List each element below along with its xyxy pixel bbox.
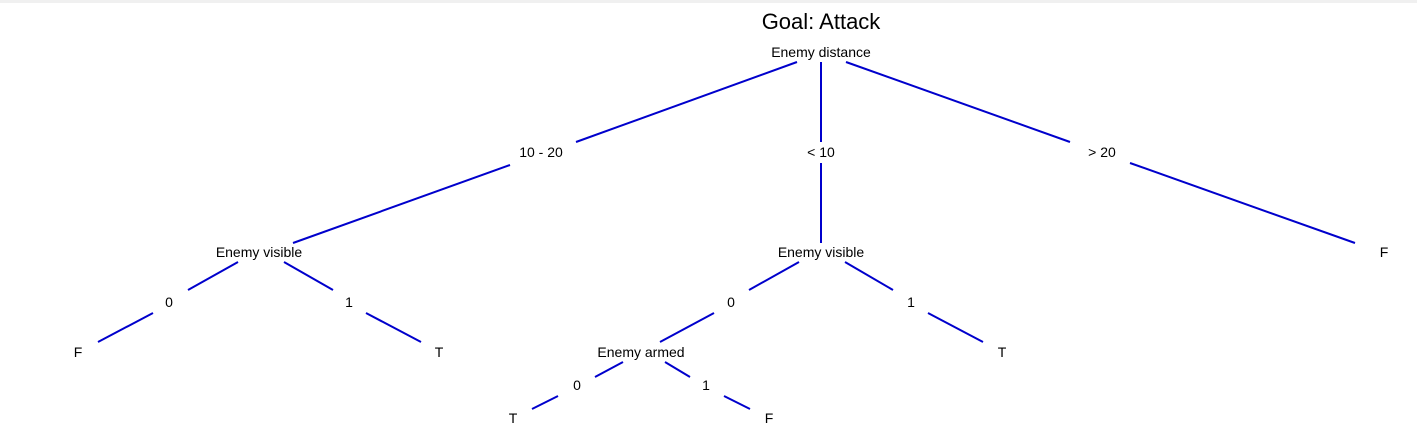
top-border	[0, 0, 1417, 3]
edge-label-armed-1: 1	[702, 377, 710, 393]
edge-label-armed-0: 0	[573, 377, 581, 393]
node-enemy-armed: Enemy armed	[597, 344, 684, 360]
edge-mid-1-lower	[365, 312, 422, 343]
edge-root-to-far-upper	[845, 61, 1071, 143]
edge-root-to-mid-lower	[292, 164, 511, 244]
edge-mid-0-upper	[187, 261, 239, 291]
edge-mid-0-lower	[97, 312, 154, 343]
edge-armed-0-lower	[531, 395, 559, 410]
edge-label-near-0: 0	[727, 294, 735, 310]
diagram-title: Goal: Attack	[762, 9, 882, 34]
edge-label-near-1: 1	[907, 294, 915, 310]
edge-armed-1-upper	[664, 361, 691, 378]
node-mid-enemy-visible: Enemy visible	[216, 244, 303, 260]
edge-label-gt-20: > 20	[1088, 144, 1116, 160]
edge-root-to-far-lower	[1129, 162, 1356, 244]
edge-near-1-lower	[927, 312, 984, 343]
edge-root-to-mid-upper	[575, 61, 798, 143]
edge-near-0-upper	[748, 261, 800, 291]
edge-label-mid-0: 0	[165, 294, 173, 310]
edge-armed-1-lower	[723, 395, 751, 410]
node-root: Enemy distance	[771, 44, 871, 60]
leaf-mid-0: F	[74, 344, 83, 360]
edge-armed-0-upper	[594, 361, 624, 378]
edge-label-lt-10: < 10	[807, 144, 835, 160]
leaf-far: F	[1380, 244, 1389, 260]
edge-label-10-20: 10 - 20	[519, 144, 563, 160]
leaf-armed-1: F	[765, 410, 774, 426]
edge-mid-1-upper	[283, 261, 334, 291]
edge-near-1-upper	[844, 261, 894, 291]
leaf-near-1: T	[998, 344, 1007, 360]
leaf-armed-0: T	[509, 410, 518, 426]
edge-near-0-lower	[659, 312, 715, 343]
leaf-mid-1: T	[435, 344, 444, 360]
edge-label-mid-1: 1	[345, 294, 353, 310]
node-near-enemy-visible: Enemy visible	[778, 244, 865, 260]
